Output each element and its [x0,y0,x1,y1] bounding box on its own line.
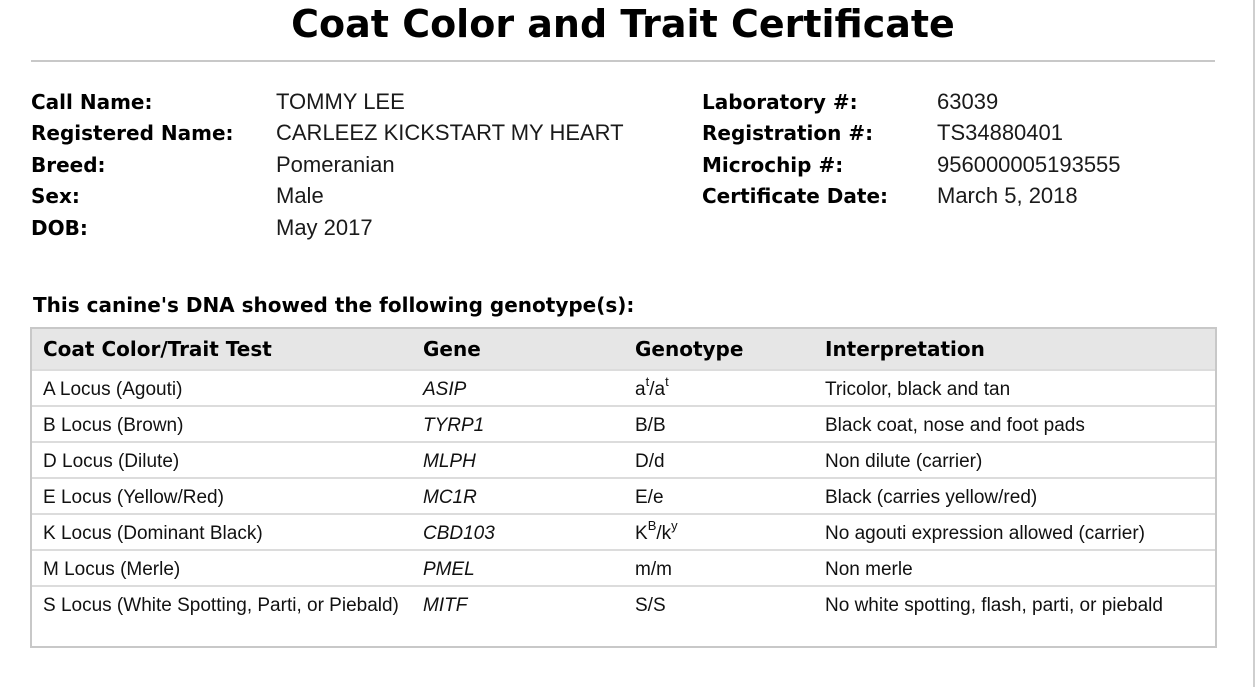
info-label: Registration #: [702,121,874,146]
cell-genotype: KB/ky [624,513,814,550]
info-value: 956000005193555 [937,151,1121,177]
info-breed: Breed: Pomeranian [31,149,624,181]
cell-interpretation: Black (carries yellow/red) [814,477,1215,514]
genotype-table: Coat Color/Trait Test Gene Genotype Inte… [32,329,1215,646]
page-edge [1253,0,1255,687]
cell-genotype: at/at [624,369,814,406]
allele: k [661,523,672,544]
table-row: S Locus (White Spotting, Parti, or Pieba… [32,585,1215,646]
cell-genotype: B/B [624,405,814,442]
genotype-table-frame: Coat Color/Trait Test Gene Genotype Inte… [30,327,1217,648]
info-label: Call Name: [31,89,153,114]
dog-info-right: Laboratory #: 63039 Registration #: TS34… [702,86,1121,212]
cell-interpretation: No agouti expression allowed (carrier) [814,513,1215,550]
allele: a [654,379,666,400]
info-label: Registered Name: [31,121,234,146]
cell-genotype: E/e [624,477,814,514]
info-label: Breed: [31,152,106,177]
allele-separator: / [649,379,655,400]
info-registered-name: Registered Name: CARLEEZ KICKSTART MY HE… [31,118,624,150]
cell-gene: PMEL [412,549,624,586]
allele-superscript: y [671,517,678,533]
info-dob: DOB: May 2017 [31,212,624,244]
dog-info-left: Call Name: TOMMY LEE Registered Name: CA… [31,86,624,244]
info-sex: Sex: Male [31,181,624,213]
table-row: M Locus (Merle) PMEL m/m Non merle [32,549,1215,586]
genotype-intro: This canine's DNA showed the following g… [33,293,635,317]
header-interpretation: Interpretation [814,329,1215,370]
allele-separator: / [656,523,662,544]
cell-interpretation: Black coat, nose and foot pads [814,405,1215,442]
info-microchip-number: Microchip #: 956000005193555 [702,149,1121,181]
cell-test: S Locus (White Spotting, Parti, or Pieba… [32,585,412,646]
title-divider [31,60,1215,62]
info-label: Certificate Date: [702,184,889,209]
header-genotype: Genotype [624,329,814,370]
cell-test: B Locus (Brown) [32,405,412,442]
info-value: TOMMY LEE [276,88,405,114]
cell-test: E Locus (Yellow/Red) [32,477,412,514]
info-label: Microchip #: [702,152,844,177]
cell-test: A Locus (Agouti) [32,369,412,406]
table-header-row: Coat Color/Trait Test Gene Genotype Inte… [32,329,1215,370]
cell-test: M Locus (Merle) [32,549,412,586]
allele-superscript: t [665,373,669,389]
certificate-title: Coat Color and Trait Certificate [291,2,955,46]
allele-superscript: B [647,517,657,533]
info-registration-number: Registration #: TS34880401 [702,118,1121,150]
table-row: E Locus (Yellow/Red) MC1R E/e Black (car… [32,477,1215,514]
header-test: Coat Color/Trait Test [32,329,412,370]
info-certificate-date: Certificate Date: March 5, 2018 [702,181,1121,213]
info-label: Laboratory #: [702,89,858,114]
table-row: B Locus (Brown) TYRP1 B/B Black coat, no… [32,405,1215,442]
cell-test: D Locus (Dilute) [32,441,412,478]
info-label: DOB: [31,215,88,240]
info-value: May 2017 [276,214,373,240]
cell-gene: TYRP1 [412,405,624,442]
cell-interpretation: Non dilute (carrier) [814,441,1215,478]
table-row: K Locus (Dominant Black) CBD103 KB/ky No… [32,513,1215,550]
cell-interpretation: No white spotting, flash, parti, or pieb… [814,585,1215,646]
info-call-name: Call Name: TOMMY LEE [31,86,624,118]
cell-gene: ASIP [412,369,624,406]
allele: K [635,523,648,544]
info-value: CARLEEZ KICKSTART MY HEART [276,120,624,146]
info-label: Sex: [31,184,80,209]
table-row: D Locus (Dilute) MLPH D/d Non dilute (ca… [32,441,1215,478]
cell-gene: MITF [412,585,624,646]
cell-test: K Locus (Dominant Black) [32,513,412,550]
allele-superscript: t [645,373,650,389]
header-gene: Gene [412,329,624,370]
cell-genotype: m/m [624,549,814,586]
info-laboratory-number: Laboratory #: 63039 [702,86,1121,118]
info-value: TS34880401 [937,120,1063,146]
info-value: Male [276,183,324,209]
cell-interpretation: Tricolor, black and tan [814,369,1215,406]
cell-genotype: S/S [624,585,814,646]
cell-gene: CBD103 [412,513,624,550]
cell-gene: MC1R [412,477,624,514]
allele: a [635,379,646,400]
cell-genotype: D/d [624,441,814,478]
table-row: A Locus (Agouti) ASIP at/at Tricolor, bl… [32,369,1215,406]
info-value: Pomeranian [276,151,395,177]
cell-gene: MLPH [412,441,624,478]
cell-interpretation: Non merle [814,549,1215,586]
info-value: March 5, 2018 [937,183,1078,209]
info-value: 63039 [937,88,999,114]
